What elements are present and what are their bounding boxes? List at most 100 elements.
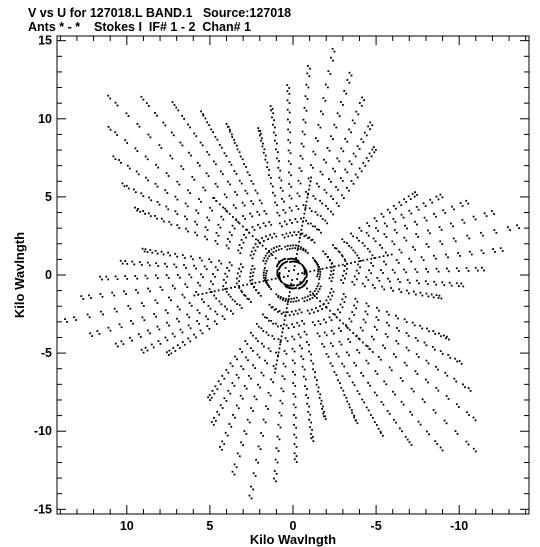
uv-point [144, 274, 147, 277]
uv-point [142, 98, 145, 101]
uv-point [377, 319, 380, 321]
uv-point [329, 73, 332, 75]
uv-point [198, 198, 200, 200]
uv-point [272, 191, 274, 194]
uv-point [203, 301, 205, 303]
uv-point [196, 320, 198, 322]
uv-point [482, 252, 485, 255]
uv-point [366, 345, 369, 348]
uv-point [334, 247, 336, 249]
uv-point [317, 282, 320, 285]
uv-point [255, 337, 257, 340]
uv-point [216, 388, 219, 391]
uv-point [507, 226, 509, 229]
uv-point [278, 261, 280, 264]
uv-point [411, 413, 414, 416]
uv-point [354, 173, 357, 176]
uv-point [282, 323, 285, 326]
uv-point [398, 248, 401, 251]
uv-point [214, 136, 217, 138]
uv-point [371, 254, 374, 257]
uv-point [250, 250, 253, 253]
uv-point [158, 203, 161, 206]
uv-point [132, 322, 134, 325]
uv-point [166, 312, 169, 314]
uv-point [101, 278, 103, 281]
uv-point [310, 176, 312, 179]
uv-point [88, 316, 91, 319]
uv-point [348, 375, 351, 377]
uv-point [264, 277, 267, 279]
uv-point [160, 250, 163, 253]
uv-point [179, 141, 182, 144]
uv-point [454, 240, 457, 243]
uv-point [270, 252, 272, 255]
uv-point [313, 259, 316, 261]
uv-point [166, 265, 168, 268]
uv-point [373, 217, 376, 220]
uv-point [333, 123, 336, 126]
uv-point [210, 280, 212, 283]
uv-point [147, 212, 150, 215]
uv-point [289, 287, 292, 289]
uv-point [440, 228, 443, 231]
uv-point [148, 196, 151, 199]
uv-point [338, 160, 341, 163]
uv-point [304, 282, 307, 285]
uv-point [264, 421, 267, 424]
uv-point [415, 206, 418, 208]
uv-point [325, 83, 327, 86]
uv-point [315, 293, 318, 295]
uv-point [316, 182, 318, 185]
uv-point [327, 355, 330, 358]
uv-point [354, 261, 356, 263]
uv-point [355, 335, 358, 338]
uv-point [197, 212, 200, 215]
uv-point [242, 215, 244, 217]
uv-point [278, 273, 281, 275]
uv-point [305, 83, 308, 86]
uv-point [235, 373, 238, 376]
uv-point [336, 112, 339, 115]
uv-point [291, 359, 294, 362]
uv-point [259, 294, 262, 297]
uv-point [434, 333, 437, 335]
uv-point [324, 99, 327, 102]
uv-point [317, 265, 319, 268]
uv-point [109, 329, 112, 332]
uv-point [304, 277, 306, 279]
uv-point [165, 274, 168, 276]
uv-point [223, 318, 226, 320]
uv-point [252, 410, 254, 412]
uv-point [354, 251, 357, 254]
uv-point [271, 236, 273, 239]
uv-point [457, 406, 460, 408]
uv-point [127, 305, 130, 307]
x-axis-label: Kilo Wavlngth [250, 532, 336, 547]
uv-point [304, 249, 307, 251]
uv-point [124, 275, 127, 277]
uv-point [299, 344, 301, 347]
uv-point [195, 336, 197, 339]
uv-point [455, 403, 458, 406]
uv-point [271, 108, 274, 110]
uv-point [275, 235, 278, 238]
uv-point [216, 185, 219, 188]
uv-point [480, 231, 482, 234]
uv-point [362, 374, 365, 377]
uv-point [280, 335, 283, 338]
uv-point [329, 273, 332, 276]
uv-point [341, 306, 344, 309]
uv-point [345, 324, 347, 326]
uv-point [368, 269, 370, 272]
uv-point [323, 410, 325, 413]
uv-point [204, 235, 206, 238]
uv-point [270, 306, 273, 309]
uv-point [176, 198, 179, 201]
uv-point [350, 262, 352, 264]
uv-point [318, 185, 320, 188]
uv-point [296, 278, 298, 280]
uv-point [413, 195, 416, 198]
uv-point [317, 390, 320, 393]
uv-point [287, 327, 290, 329]
